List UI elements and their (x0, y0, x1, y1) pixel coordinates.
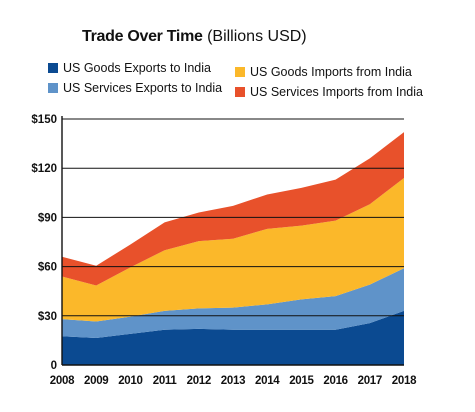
y-tick-label: 0 (51, 360, 57, 372)
y-tick-label: $150 (31, 114, 57, 126)
y-tick-label: $30 (38, 311, 57, 323)
legend-label: US Goods Exports to India (63, 61, 211, 75)
x-tick-label: 2009 (84, 375, 108, 387)
area-series-1 (62, 268, 404, 338)
chart-title: Trade Over Time (Billions USD) (82, 28, 307, 46)
y-tick-label: $120 (31, 163, 57, 175)
legend-item-services-exports: US Services Exports to India (48, 81, 222, 95)
legend-item-goods-exports: US Goods Exports to India (48, 61, 211, 75)
legend-swatch (235, 87, 245, 97)
x-tick-label: 2010 (118, 375, 142, 387)
x-tick-label: 2013 (221, 375, 245, 387)
y-tick-label: $90 (38, 212, 57, 224)
area-series-3 (62, 132, 404, 286)
x-tick-label: 2015 (289, 375, 314, 387)
chart-title-subtitle: (Billions USD) (207, 28, 307, 45)
legend-item-services-imports: US Services Imports from India (235, 85, 423, 99)
area-series-0 (62, 310, 404, 365)
x-tick-label: 2012 (187, 375, 211, 387)
legend-swatch (48, 83, 58, 93)
x-tick-label: 2018 (392, 375, 417, 387)
legend-item-goods-imports: US Goods Imports from India (235, 65, 412, 79)
legend-swatch (48, 63, 58, 73)
x-tick-label: 2016 (323, 375, 347, 387)
legend-label: US Goods Imports from India (250, 65, 412, 79)
area-series-2 (62, 178, 404, 322)
y-tick-label: $60 (38, 262, 57, 274)
legend-label: US Services Imports from India (250, 85, 423, 99)
legend-swatch (235, 67, 245, 77)
x-tick-label: 2008 (50, 375, 75, 387)
x-tick-label: 2011 (153, 375, 178, 387)
x-tick-label: 2014 (255, 375, 280, 387)
x-tick-label: 2017 (358, 375, 382, 387)
chart-title-main: Trade Over Time (82, 28, 203, 45)
legend-label: US Services Exports to India (63, 81, 223, 95)
